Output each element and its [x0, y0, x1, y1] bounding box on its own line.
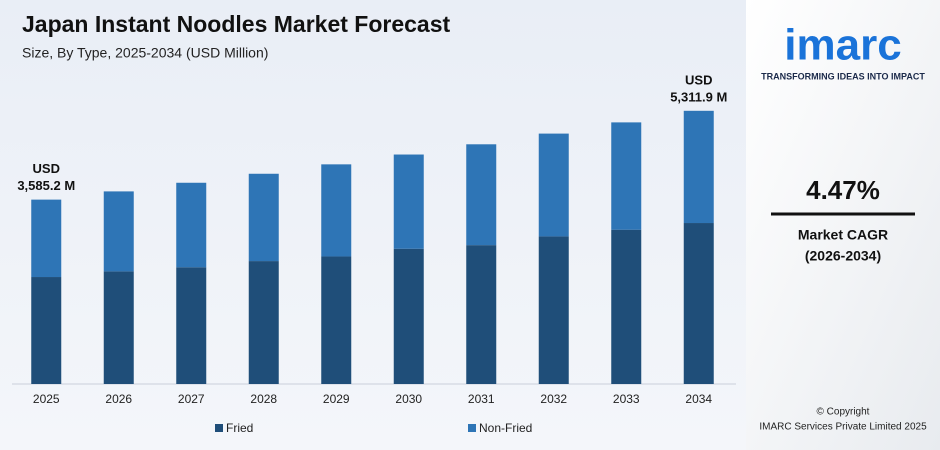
bar-segment: [321, 164, 352, 257]
total-prefix: USD: [685, 72, 712, 87]
cagr-period: (2026-2034): [805, 248, 881, 264]
tagline: TRANSFORMING IDEAS INTO IMPACT: [761, 71, 925, 81]
bar-segment: [31, 277, 62, 384]
cagr-label: Market CAGR: [798, 227, 888, 243]
total-label: 3,585.2 M: [17, 178, 75, 193]
bar-segment: [248, 261, 279, 384]
bar-segment: [103, 271, 134, 384]
bar-segment: [611, 122, 642, 230]
x-tick-label: 2029: [323, 392, 350, 406]
x-tick-label: 2034: [685, 392, 712, 406]
cagr-value: 4.47%: [806, 175, 880, 205]
x-tick-label: 2025: [33, 392, 60, 406]
chart-subtitle: Size, By Type, 2025-2034 (USD Million): [22, 45, 268, 61]
legend-swatch: [468, 424, 476, 432]
x-tick-label: 2027: [178, 392, 205, 406]
bar-segment: [538, 236, 569, 384]
bar-segment: [466, 144, 497, 246]
sidebar-background: [746, 0, 940, 450]
legend-swatch: [215, 424, 223, 432]
bar-segment: [683, 110, 714, 224]
bar-segment: [31, 199, 62, 278]
chart-title: Japan Instant Noodles Market Forecast: [22, 11, 451, 37]
bar-segment: [466, 245, 497, 384]
legend-label: Non-Fried: [479, 421, 532, 435]
x-tick-label: 2028: [250, 392, 277, 406]
logo: imarc: [784, 21, 901, 70]
legend-label: Fried: [226, 421, 253, 435]
bar-segment: [103, 191, 134, 272]
copyright: © Copyright: [817, 407, 870, 418]
total-prefix: USD: [33, 161, 60, 176]
bar-segment: [176, 182, 207, 268]
bar-segment: [248, 173, 279, 262]
bar-segment: [393, 248, 424, 384]
bar-segment: [321, 256, 352, 384]
plot: 2025 2026 2027 2028 2029 2030 2031 2032 2033 2034…: [17, 72, 727, 435]
bar-segment: [683, 223, 714, 384]
bar-segment: [393, 154, 424, 249]
bar-segment: [611, 229, 642, 384]
x-tick-label: 2033: [613, 392, 640, 406]
bar-segment: [176, 267, 207, 384]
bar-segment: [538, 133, 569, 237]
total-label: 5,311.9 M: [670, 89, 727, 104]
company: IMARC Services Private Limited 2025: [759, 422, 927, 433]
x-tick-label: 2032: [540, 392, 567, 406]
x-tick-label: 2026: [105, 392, 132, 406]
x-tick-label: 2031: [468, 392, 495, 406]
x-tick-label: 2030: [395, 392, 422, 406]
